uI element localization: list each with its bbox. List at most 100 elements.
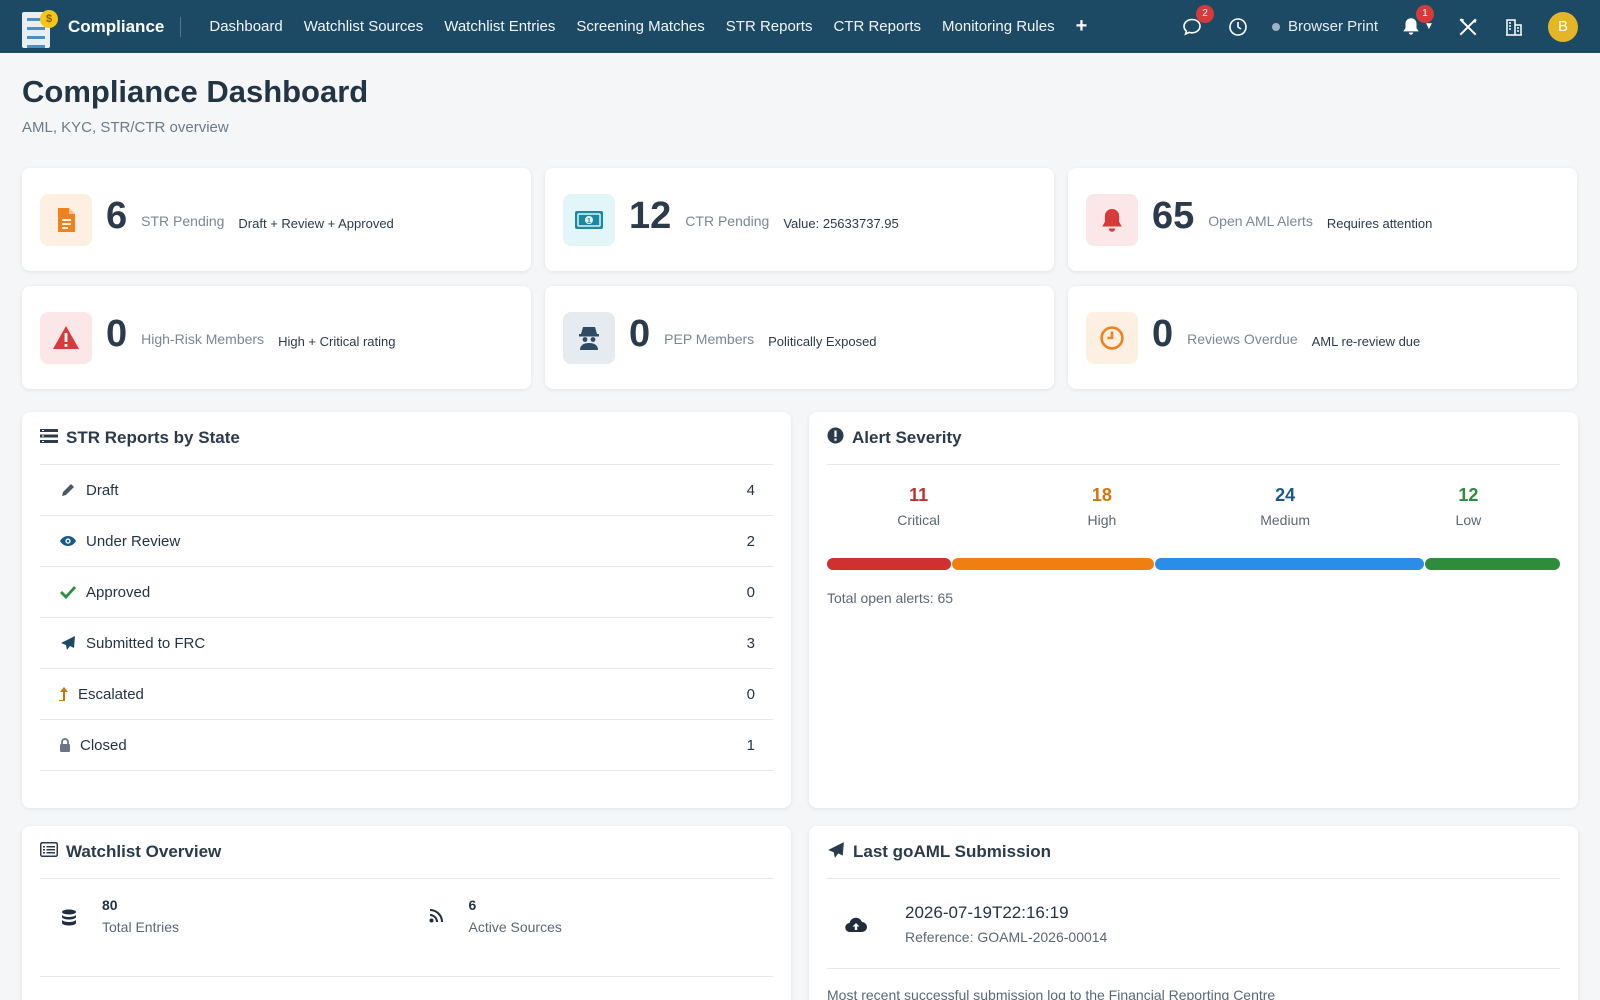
exclamation-circle-icon [827, 427, 844, 449]
severity-critical[interactable]: 11 Critical [827, 485, 1010, 528]
arrow-up-icon [58, 686, 70, 702]
stat-label: PEP Members [664, 330, 755, 347]
stat-label: STR Pending [141, 212, 225, 229]
add-shortcut-icon[interactable]: + [1075, 15, 1088, 37]
state-count: 1 [746, 736, 755, 754]
state-label: Submitted to FRC [86, 634, 206, 652]
severity-value: 24 [1275, 485, 1296, 505]
str-reports-panel: STR Reports by State Draft 4 Under Revie… [22, 412, 791, 808]
cloud-upload-icon [841, 917, 871, 933]
notification-bell-icon[interactable]: ▼ 1 [1400, 4, 1434, 39]
browser-print-status[interactable]: Browser Print [1271, 18, 1378, 35]
chevron-down-icon: ▼ [1424, 21, 1434, 32]
warning-icon [40, 311, 92, 364]
stat-value: 65 [1152, 195, 1195, 237]
nav-link-dashboard[interactable]: Dashboard [209, 18, 283, 35]
status-dot-icon [1271, 22, 1280, 31]
panel-header: STR Reports by State [40, 412, 773, 465]
state-count: 2 [746, 532, 755, 550]
state-label: Draft [86, 481, 119, 499]
app-name: Compliance [68, 16, 165, 36]
watchlist-value: 80 [102, 897, 118, 913]
severity-value: 18 [1091, 485, 1112, 505]
watchlist-stats: 80 Total Entries 6 Active Sources [40, 879, 773, 977]
watchlist-value: 6 [468, 897, 477, 913]
watchlist-total-entries[interactable]: 80 Total Entries [40, 897, 407, 976]
str-state-row-escalated[interactable]: Escalated 0 [40, 669, 773, 720]
stat-card-pep-members[interactable]: 0 PEP Members Politically Exposed [545, 286, 1054, 389]
goaml-submission-row[interactable]: 2026-07-19T22:16:19 Reference: GOAML-202… [827, 879, 1560, 969]
nav-right: 2 Browser Print ▼ 1 B [1180, 4, 1578, 42]
watchlist-label: Total Entries [102, 919, 180, 935]
panel-header: Watchlist Overview [40, 826, 773, 879]
severity-bar-high [951, 558, 1154, 570]
state-label: Escalated [78, 685, 144, 703]
send-icon [58, 635, 78, 651]
severity-medium[interactable]: 24 Medium [1194, 485, 1377, 528]
eye-icon [58, 535, 78, 547]
panel-title: STR Reports by State [66, 428, 240, 447]
str-state-row-approved[interactable]: Approved 0 [40, 567, 773, 618]
stat-card-open-aml-alerts[interactable]: 65 Open AML Alerts Requires attention [1068, 168, 1577, 271]
user-avatar[interactable]: B [1548, 11, 1578, 42]
stat-card-str-pending[interactable]: 6 STR Pending Draft + Review + Approved [22, 168, 531, 271]
nav-link-monitoring-rules[interactable]: Monitoring Rules [942, 18, 1055, 35]
stat-description: AML re-review due [1311, 334, 1421, 349]
stat-card-ctr-pending[interactable]: 1 12 CTR Pending Value: 25633737.95 [545, 168, 1054, 271]
chat-icon[interactable]: 2 [1180, 4, 1214, 39]
nav-link-watchlist-sources[interactable]: Watchlist Sources [303, 18, 424, 35]
rss-icon [421, 909, 451, 923]
page-title: Compliance Dashboard [22, 74, 369, 109]
nav-link-ctr-reports[interactable]: CTR Reports [833, 18, 922, 35]
severity-low[interactable]: 12 Low [1377, 485, 1560, 528]
stat-description: Requires attention [1326, 216, 1433, 231]
spy-icon [563, 311, 615, 364]
watchlist-active-sources[interactable]: 6 Active Sources [407, 897, 774, 976]
str-state-row-submitted[interactable]: Submitted to FRC 3 [40, 618, 773, 669]
nav-link-str-reports[interactable]: STR Reports [725, 18, 813, 35]
str-state-row-draft[interactable]: Draft 4 [40, 465, 773, 516]
severity-label: Medium [1260, 512, 1311, 528]
stat-card-reviews-overdue[interactable]: 0 Reviews Overdue AML re-review due [1068, 286, 1577, 389]
stat-label: CTR Pending [685, 212, 770, 229]
page-subtitle: AML, KYC, STR/CTR overview [22, 119, 229, 136]
stat-card-high-risk-members[interactable]: 0 High-Risk Members High + Critical rati… [22, 286, 531, 389]
brand[interactable]: $ Compliance [22, 9, 182, 48]
str-state-row-closed[interactable]: Closed 1 [40, 720, 773, 771]
severity-label: Low [1455, 512, 1482, 528]
total-open-alerts: Total open alerts: 65 [827, 590, 954, 606]
severity-high[interactable]: 18 High [1010, 485, 1193, 528]
severity-counts: 11 Critical 18 High 24 Medium 12 Low [827, 485, 1560, 528]
notification-badge: 1 [1416, 4, 1434, 23]
top-navbar: $ Compliance Dashboard Watchlist Sources… [0, 0, 1600, 53]
nav-link-watchlist-entries[interactable]: Watchlist Entries [444, 18, 556, 35]
severity-bar-critical [827, 558, 951, 570]
state-count: 3 [746, 634, 755, 652]
submission-reference: Reference: GOAML-2026-00014 [905, 929, 1108, 945]
stat-value: 0 [1152, 313, 1174, 355]
severity-value: 12 [1458, 485, 1479, 505]
str-state-row-under-review[interactable]: Under Review 2 [40, 516, 773, 567]
severity-distribution-bar [827, 558, 1560, 570]
panel-title: Last goAML Submission [853, 842, 1052, 861]
nav-links: Dashboard Watchlist Sources Watchlist En… [209, 15, 1087, 38]
browser-print-label: Browser Print [1287, 18, 1378, 35]
tools-icon[interactable] [1456, 15, 1480, 39]
stat-value: 0 [106, 313, 128, 355]
stat-label: Reviews Overdue [1187, 330, 1298, 347]
severity-label: Critical [897, 512, 941, 528]
stat-description: High + Critical rating [278, 334, 396, 349]
chat-badge: 2 [1195, 4, 1214, 23]
compliance-logo-icon: $ [22, 8, 58, 48]
clock-icon [1086, 311, 1138, 364]
building-icon[interactable] [1502, 15, 1526, 39]
history-clock-icon[interactable] [1226, 15, 1250, 39]
lock-icon [58, 738, 72, 752]
panel-header: Last goAML Submission [827, 826, 1560, 879]
stat-label: High-Risk Members [141, 330, 265, 347]
state-count: 0 [746, 685, 755, 703]
severity-bar-medium [1154, 558, 1425, 570]
nav-link-screening-matches[interactable]: Screening Matches [576, 18, 705, 35]
state-count: 4 [746, 481, 755, 499]
severity-bar-low [1425, 558, 1560, 570]
